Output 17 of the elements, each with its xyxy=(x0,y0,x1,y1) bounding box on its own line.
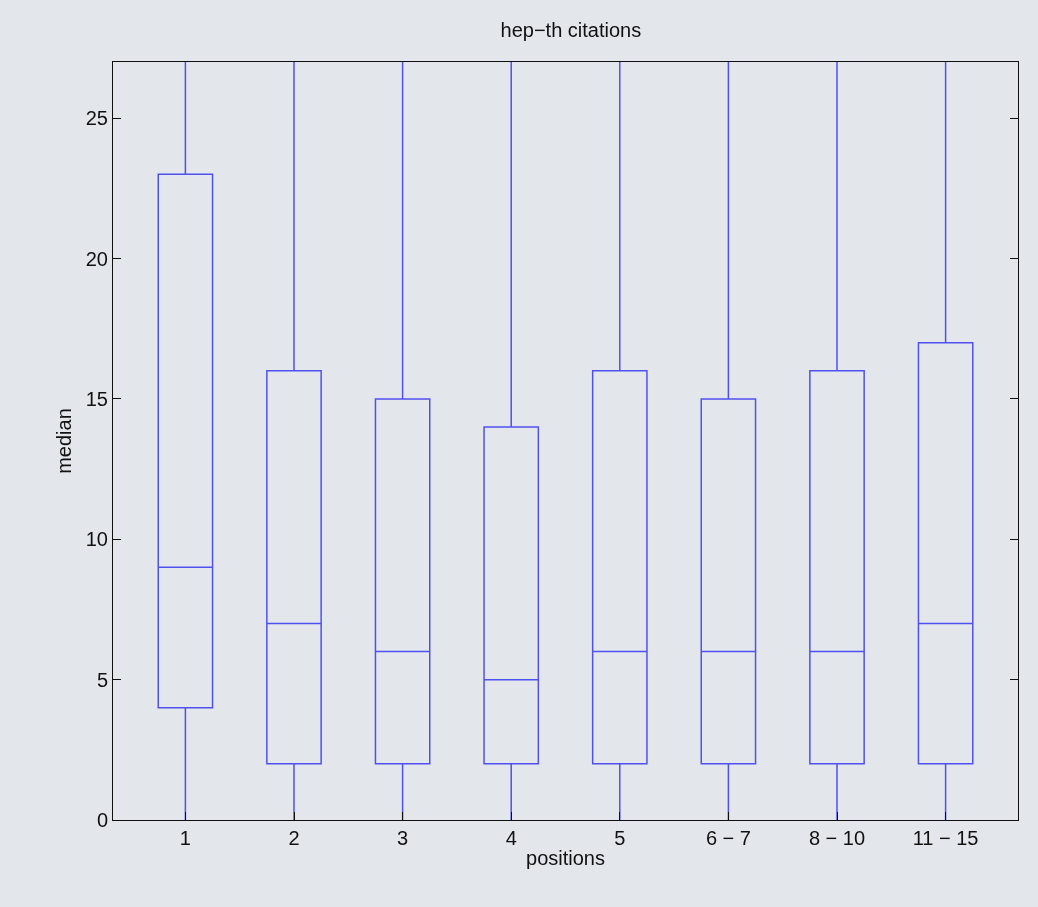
y-tick-label: 0 xyxy=(96,809,108,831)
chart-title: hep−th citations xyxy=(500,18,642,41)
x-tick-label: 6 − 7 xyxy=(705,827,751,849)
x-axis-title: positions xyxy=(526,846,605,869)
y-tick-label: 20 xyxy=(85,247,108,270)
x-tick-label: 4 xyxy=(505,827,517,849)
x-tick-label: 5 xyxy=(614,827,626,849)
x-tick-label: 8 − 10 xyxy=(808,827,866,849)
x-tick-label: 1 xyxy=(179,827,191,849)
x-tick-label: 2 xyxy=(288,827,300,849)
y-axis-title: median xyxy=(53,408,76,474)
y-tick-label: 10 xyxy=(85,528,108,551)
y-tick-label: 15 xyxy=(85,387,108,410)
x-tick-label: 11 − 15 xyxy=(912,827,979,849)
y-tick-label: 25 xyxy=(85,107,108,130)
x-tick-label: 3 xyxy=(397,827,409,849)
y-tick-label: 5 xyxy=(96,668,108,691)
